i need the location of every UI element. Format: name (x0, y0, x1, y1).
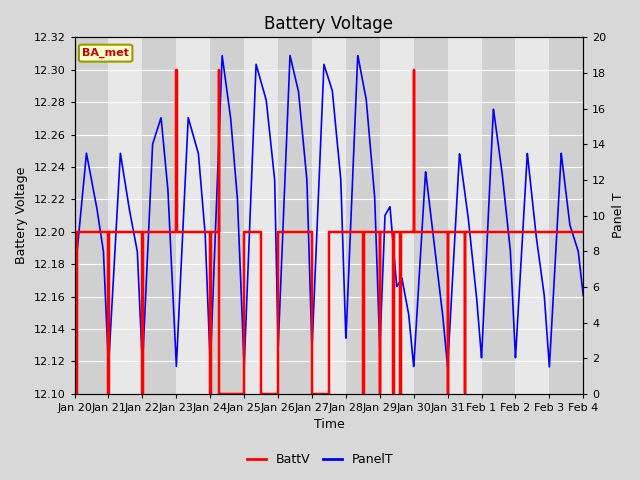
Text: BA_met: BA_met (82, 48, 129, 58)
Bar (481, 37, 515, 394)
Bar (346, 37, 380, 394)
Bar (210, 37, 244, 394)
Bar (75, 37, 109, 394)
X-axis label: Time: Time (314, 419, 344, 432)
Bar (143, 37, 177, 394)
Bar (549, 37, 583, 394)
Bar (413, 37, 447, 394)
Y-axis label: Panel T: Panel T (612, 193, 625, 239)
Y-axis label: Battery Voltage: Battery Voltage (15, 167, 28, 264)
Legend: BattV, PanelT: BattV, PanelT (242, 448, 398, 471)
Title: Battery Voltage: Battery Voltage (264, 15, 394, 33)
Bar (278, 37, 312, 394)
